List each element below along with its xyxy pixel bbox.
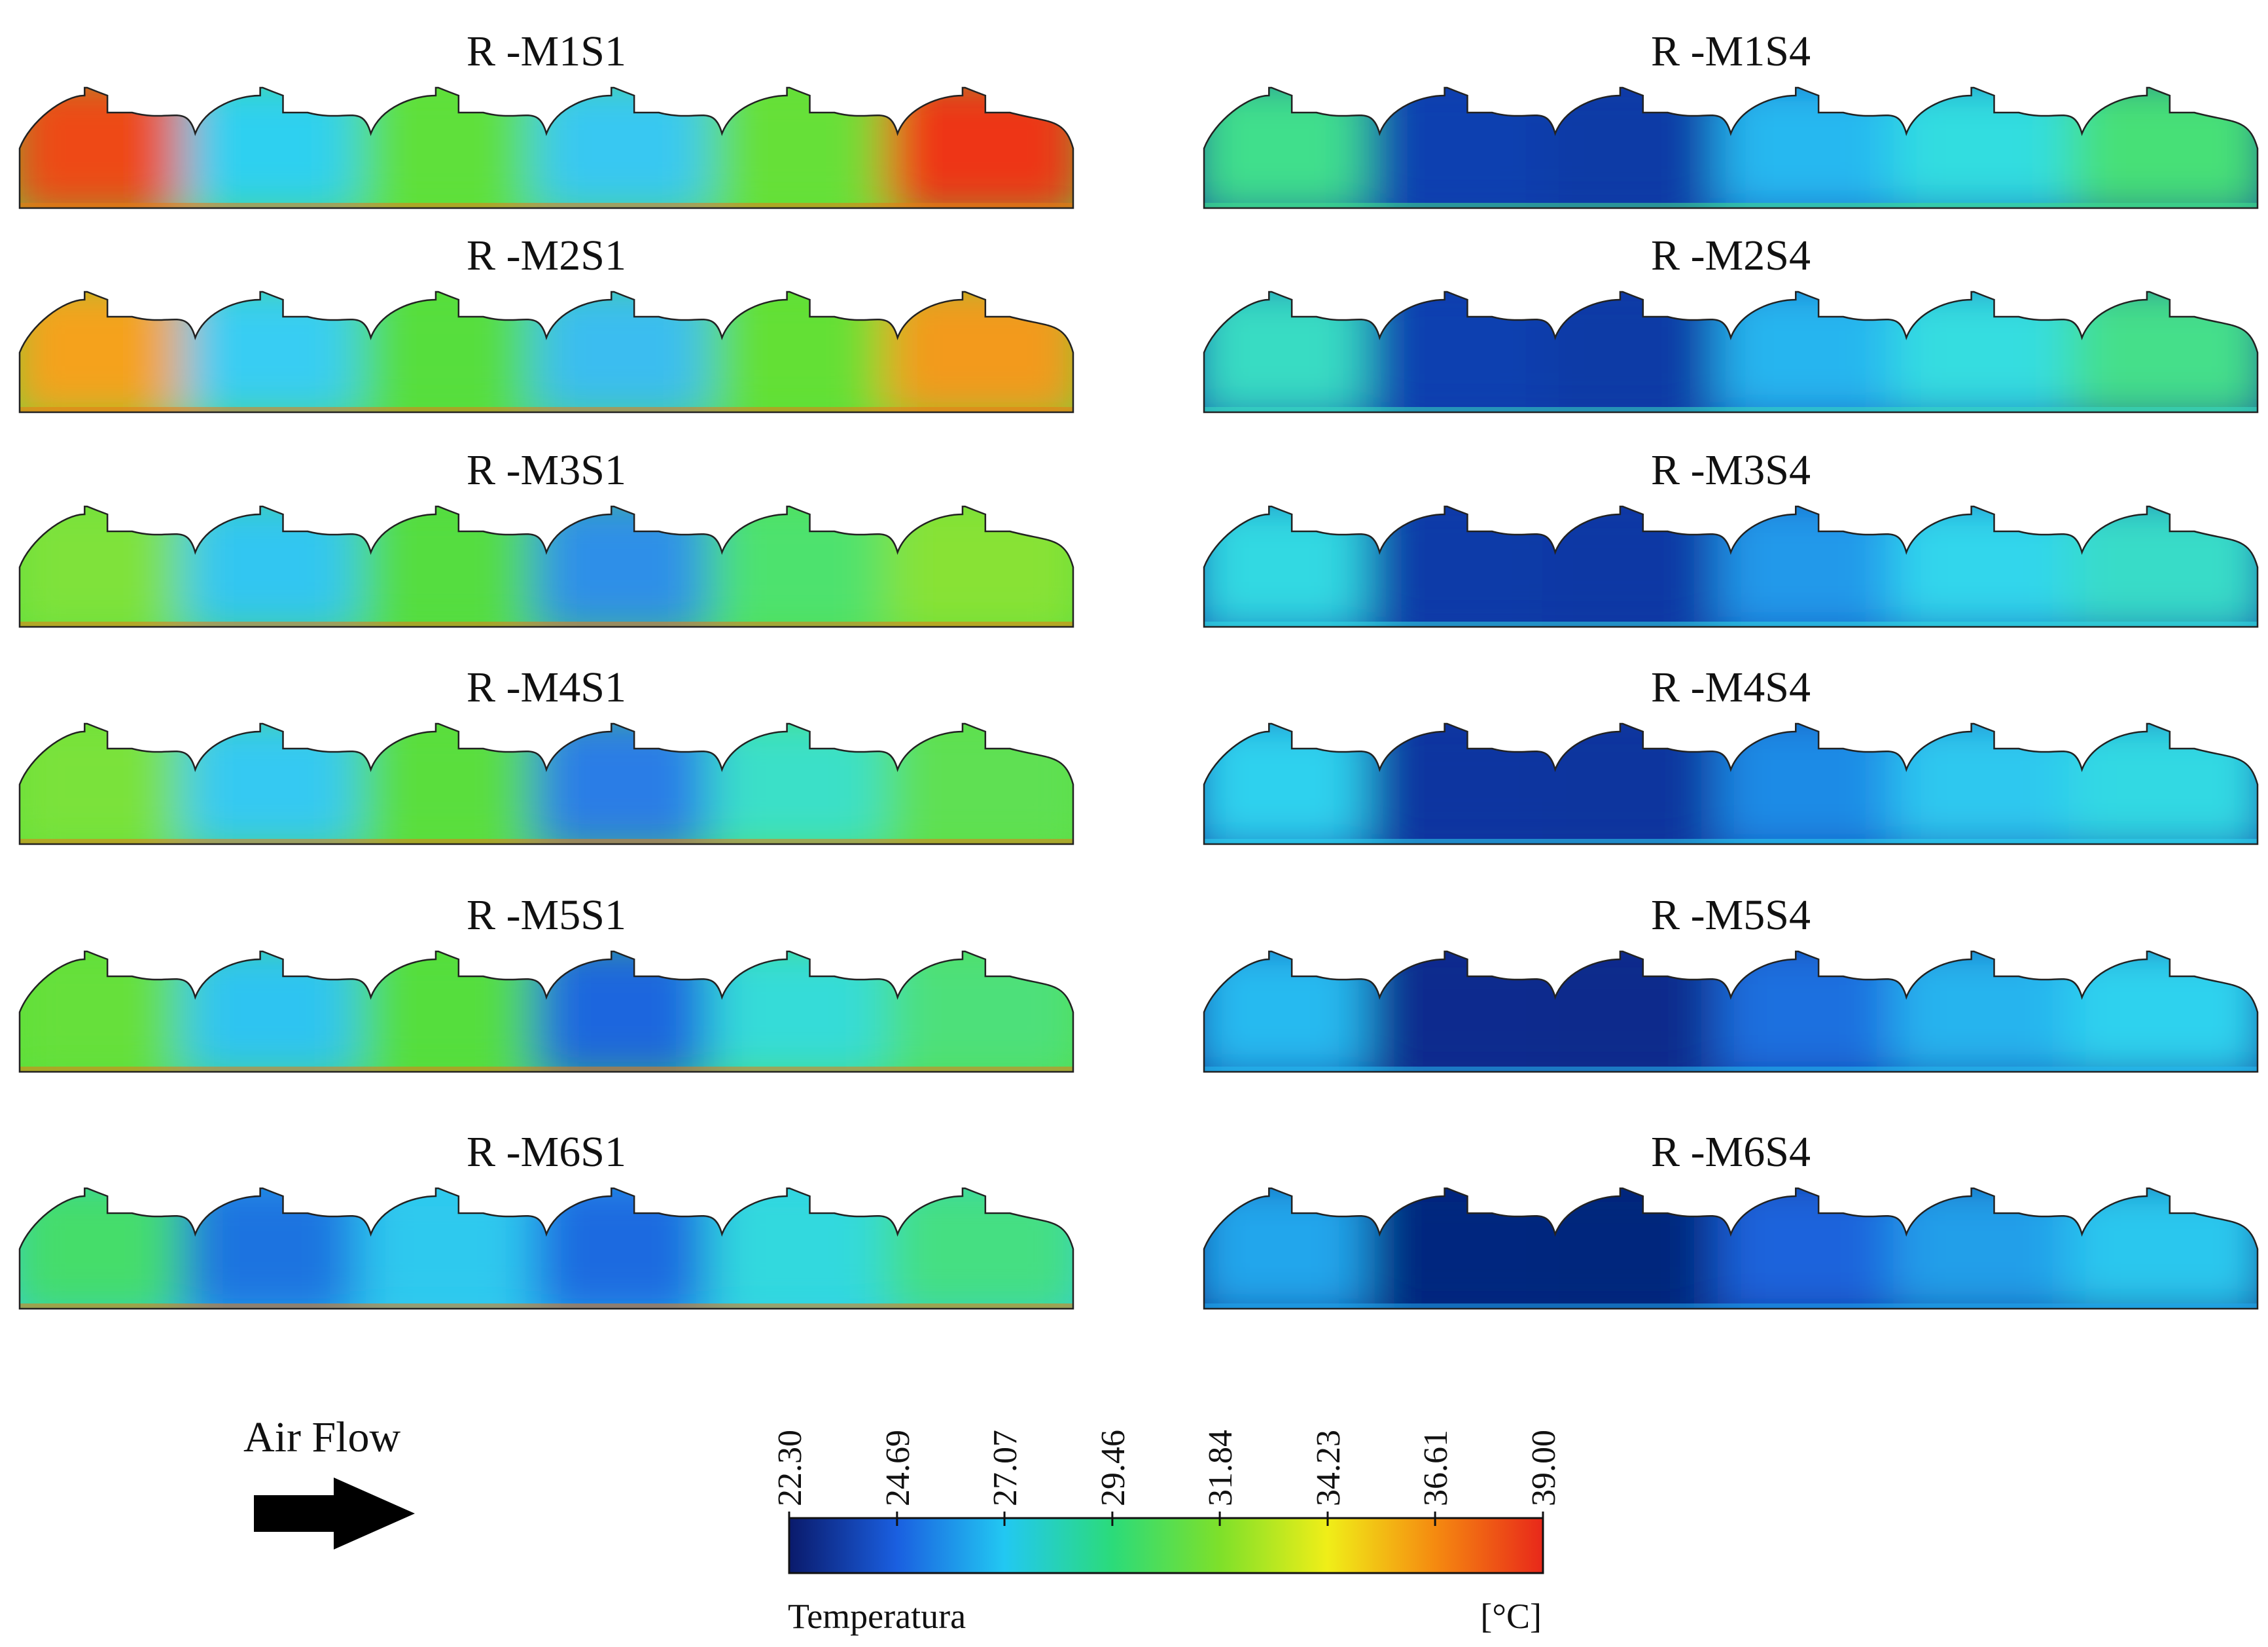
panel-title: R -M4S4 xyxy=(1651,664,1811,711)
greenhouse-outline xyxy=(18,505,1074,628)
greenhouse-outline xyxy=(18,1187,1074,1310)
colorbar-tick-label: 22.30 xyxy=(771,1430,809,1506)
greenhouse-outline xyxy=(18,950,1074,1073)
contour-panel: R -M3S4 xyxy=(1203,446,2259,628)
panel-title: R -M5S1 xyxy=(467,891,626,939)
panel-title: R -M1S1 xyxy=(467,27,626,75)
temperature-field xyxy=(1204,506,2258,627)
colorbar-tick-label: 27.07 xyxy=(987,1430,1024,1506)
airflow-arrow-icon xyxy=(254,1478,415,1550)
colorbar-gradient xyxy=(789,1518,1543,1573)
contour-panel: R -M5S1 xyxy=(18,891,1074,1073)
panel-title: R -M2S4 xyxy=(1651,232,1811,279)
colorbar-border xyxy=(788,1517,1544,1574)
temperature-field xyxy=(20,292,1073,412)
panel-title: R -M4S1 xyxy=(467,664,626,711)
temperature-field xyxy=(20,951,1073,1072)
colorbar-tick-label: 36.61 xyxy=(1417,1430,1455,1506)
temperature-field xyxy=(20,724,1073,844)
temperature-field xyxy=(20,1188,1073,1309)
temperature-field xyxy=(20,88,1073,208)
contour-panel: R -M1S1 xyxy=(18,27,1074,209)
panel-title: R -M1S4 xyxy=(1651,27,1811,75)
greenhouse-outline xyxy=(18,86,1074,209)
temperature-field xyxy=(20,506,1073,627)
colorbar-unit: [°C] xyxy=(1480,1597,1542,1636)
greenhouse-outline xyxy=(1203,291,2259,414)
greenhouse-outline xyxy=(1203,722,2259,845)
panel-title: R -M3S1 xyxy=(467,446,626,494)
panel-title: R -M6S4 xyxy=(1651,1128,1811,1176)
contour-panel: R -M2S1 xyxy=(18,232,1074,414)
contour-panel: R -M2S4 xyxy=(1203,232,2259,414)
greenhouse-outline xyxy=(1203,950,2259,1073)
contour-panel: R -M6S1 xyxy=(18,1128,1074,1310)
contour-panel: R -M5S4 xyxy=(1203,891,2259,1073)
contour-panel: R -M4S4 xyxy=(1203,664,2259,845)
colorbar-tick-label: 39.00 xyxy=(1525,1430,1563,1506)
colorbar-tick-label: 34.23 xyxy=(1310,1430,1347,1506)
panel-title: R -M3S4 xyxy=(1651,446,1811,494)
temperature-field xyxy=(1204,292,2258,412)
contour-panel: R -M4S1 xyxy=(18,664,1074,845)
panel-title: R -M5S4 xyxy=(1651,891,1811,939)
contour-panel: R -M3S1 xyxy=(18,446,1074,628)
contour-panel: R -M1S4 xyxy=(1203,27,2259,209)
temperature-field xyxy=(1204,1188,2258,1309)
contour-panel: R -M6S4 xyxy=(1203,1128,2259,1310)
temperature-field xyxy=(1204,951,2258,1072)
contour-panels: R -M1S1 R -M2S1 R -M3S1 R -M4S1 R -M5S1 R -M6… xyxy=(18,27,2259,1310)
panel-title: R -M6S1 xyxy=(467,1128,626,1176)
greenhouse-outline xyxy=(1203,1187,2259,1310)
greenhouse-outline xyxy=(1203,505,2259,628)
colorbar-title: Temperatura xyxy=(788,1597,966,1636)
airflow-indicator: Air Flow xyxy=(243,1413,415,1550)
greenhouse-outline xyxy=(18,291,1074,414)
colorbar-tick-label: 24.69 xyxy=(879,1430,917,1506)
colorbar-tick-label: 29.46 xyxy=(1095,1430,1132,1506)
panel-title: R -M2S1 xyxy=(467,232,626,279)
temperature-field xyxy=(1204,724,2258,844)
greenhouse-outline xyxy=(18,722,1074,845)
greenhouse-outline xyxy=(1203,86,2259,209)
colorbar-tick-label: 31.84 xyxy=(1202,1430,1239,1506)
airflow-label: Air Flow xyxy=(243,1413,401,1461)
colorbar: 22.30 24.69 27.07 29.46 31.84 34.23 36.61 39.00… xyxy=(771,1430,1563,1636)
temperature-field xyxy=(1204,88,2258,208)
